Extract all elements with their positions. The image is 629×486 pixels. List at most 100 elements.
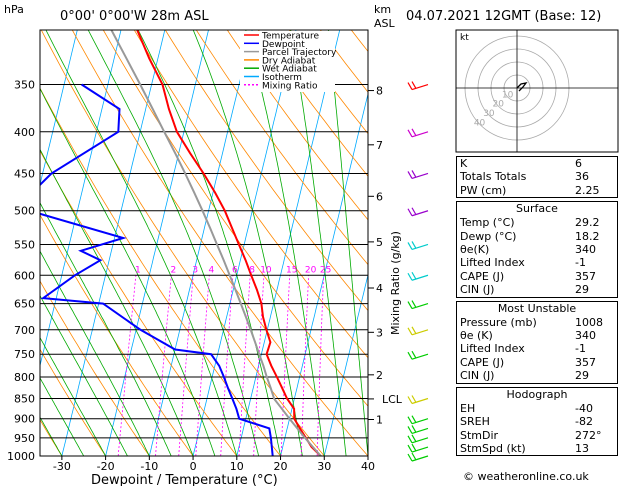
isotherm-line xyxy=(0,6,40,456)
surface-row: CIN (J) 29 xyxy=(457,283,617,296)
km-tick-label: 4 xyxy=(376,282,383,295)
dry-adiabat-line xyxy=(40,419,63,456)
series-line-parcel-trajectory xyxy=(110,30,322,456)
wind-barb-flag xyxy=(411,395,417,403)
surface-value: -1 xyxy=(575,256,586,270)
legend-label: Dry Adiabat xyxy=(262,56,316,66)
pressure-tick-label: 650 xyxy=(14,298,35,311)
mixing-ratio-label: 1 xyxy=(135,265,141,275)
wind-barb xyxy=(411,353,429,360)
pressure-tick-label: 450 xyxy=(14,167,35,180)
most-unstable-value: 1008 xyxy=(575,315,603,329)
mixing-ratio-line xyxy=(178,275,194,456)
dry-adiabat-line xyxy=(40,348,106,456)
hodograph-stat-value: 272° xyxy=(575,428,602,442)
wind-barb-flag xyxy=(407,171,413,179)
mixing-ratio-line xyxy=(280,275,291,456)
isotherm-line xyxy=(40,30,78,187)
hodograph-stat-label: EH xyxy=(460,401,476,415)
hodograph-frame xyxy=(455,29,619,153)
surface-label: CAPE (J) xyxy=(460,269,505,283)
surface-label: Dewp (°C) xyxy=(460,229,517,243)
legend-label: Wet Adiabat xyxy=(262,65,317,75)
dry-adiabat-line xyxy=(40,214,194,456)
wet-adiabat-line xyxy=(40,201,172,456)
surface-row: Temp (°C) 29.2 xyxy=(457,216,617,229)
surface-row: θe(K) 340 xyxy=(457,243,617,256)
surface-value: 29 xyxy=(575,283,589,297)
wind-barb-flag xyxy=(411,207,417,216)
km-label: km xyxy=(374,3,391,16)
km-tick-label: LCL xyxy=(382,393,403,406)
hodograph-stats-title: Hodograph xyxy=(506,387,568,401)
wind-barb-flag xyxy=(407,301,413,309)
hodograph-stat-row: SREH -82 xyxy=(457,415,617,428)
pressure-tick-label: 500 xyxy=(14,205,35,218)
wind-barb-flag xyxy=(407,453,413,462)
most-unstable-label: Pressure (mb) xyxy=(460,315,537,329)
surface-title: Surface xyxy=(516,202,558,216)
surface-value: 18.2 xyxy=(575,229,600,243)
wind-barb-flag xyxy=(411,443,417,452)
axes: 3504004505005506006507007508008509009501… xyxy=(7,79,403,473)
index-row: Totals Totals 36 xyxy=(457,170,617,183)
wind-barb-flag xyxy=(407,416,413,425)
isotherm-line xyxy=(61,30,166,456)
wind-barb-flag xyxy=(407,435,413,444)
mixing-ratio-line xyxy=(238,275,251,456)
legend-label: Parcel Trajectory xyxy=(262,48,337,58)
plot-area: 1 2 3 4 6 8 10 15 20 25 xyxy=(0,6,368,456)
wind-barb-flag xyxy=(407,242,413,250)
surface-label: Temp (°C) xyxy=(460,216,515,230)
hodograph-ring-label: 40 xyxy=(474,118,486,128)
wind-barb-flag xyxy=(411,350,417,359)
wet-adiabat-line xyxy=(40,416,63,456)
series-line-dewpoint xyxy=(40,83,274,456)
legend-label: Dewpoint xyxy=(262,40,305,50)
mixing-ratio-label: 20 xyxy=(305,265,317,275)
most-unstable-value: 29 xyxy=(575,369,589,383)
isotherm-line xyxy=(323,273,368,456)
credit: © weatheronline.co.uk xyxy=(463,470,589,483)
wind-barb xyxy=(411,172,429,180)
most-unstable-value: 357 xyxy=(575,355,596,369)
wind-barb-flag xyxy=(407,82,413,90)
x-tick-label: 30 xyxy=(317,460,331,473)
mixing-ratio-line xyxy=(316,275,324,456)
x-tick-label: 40 xyxy=(361,460,375,473)
wind-barb xyxy=(411,427,429,434)
plot-frame xyxy=(39,29,369,457)
wind-barb-flag xyxy=(411,81,417,89)
hodograph-stat-label: StmDir xyxy=(460,428,499,442)
legend-bg xyxy=(240,31,335,92)
hodograph-ring-label: 30 xyxy=(483,109,495,119)
index-value: 2.25 xyxy=(575,183,600,197)
x-tick-label: 10 xyxy=(230,460,244,473)
surface-label: θe(K) xyxy=(460,243,490,257)
index-label: K xyxy=(460,157,468,170)
index-value: 6 xyxy=(575,157,582,170)
mixing-ratio-line xyxy=(253,275,265,456)
pressure-tick-label: 950 xyxy=(14,432,35,445)
pressure-tick-label: 900 xyxy=(14,413,35,426)
km-tick-label: 8 xyxy=(376,85,383,98)
most-unstable-row: Lifted Index -1 xyxy=(457,342,617,355)
wind-barb xyxy=(411,418,429,425)
wet-adiabat-line xyxy=(40,87,216,456)
x-tick-label: 0 xyxy=(190,460,197,473)
pressure-tick-label: 550 xyxy=(14,238,35,251)
wet-adiabat-line xyxy=(40,148,194,456)
wind-barb-flag xyxy=(411,241,417,249)
legend-label: Temperature xyxy=(261,32,319,42)
wind-barb-flag xyxy=(407,208,413,217)
x-tick-label: -30 xyxy=(53,460,71,473)
date-title: 04.07.2021 12GMT (Base: 12) xyxy=(406,9,601,24)
wind-barb xyxy=(411,446,429,453)
km-tick-label: 7 xyxy=(376,139,383,152)
mixing-ratio-label: 8 xyxy=(249,265,255,275)
wind-barb xyxy=(411,83,429,91)
wind-barb-flag xyxy=(411,300,417,308)
mixing-ratio-label: 15 xyxy=(286,265,297,275)
